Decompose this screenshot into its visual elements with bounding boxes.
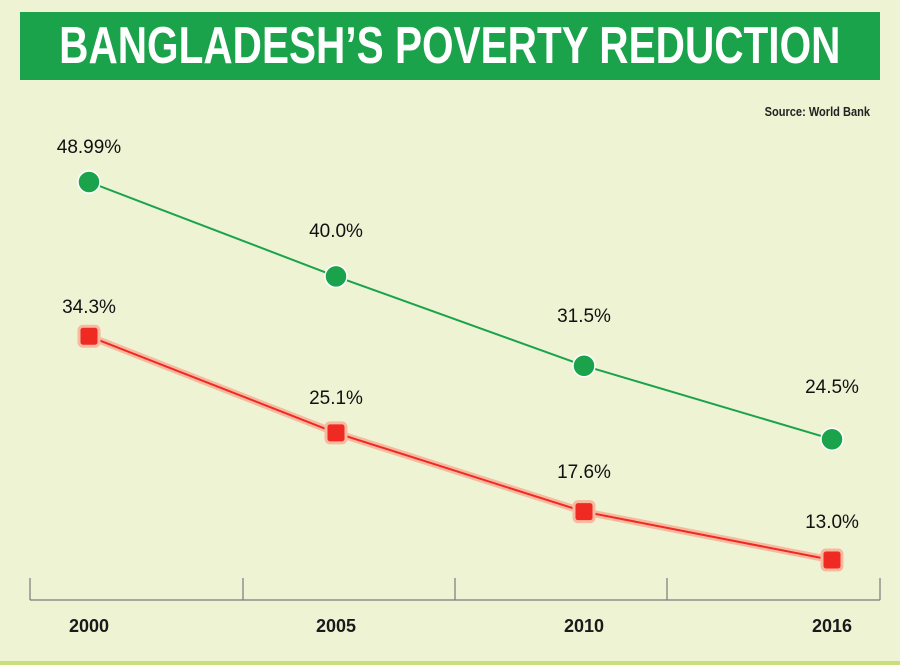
data-point-1-2016 [820, 427, 844, 451]
chart-title: BANGLADESH’S POVERTY REDUCTION [59, 17, 841, 75]
series-line-2 [88, 335, 833, 561]
data-label-1-2000: 48.99% [57, 137, 122, 158]
x-tick-label-2010: 2010 [564, 616, 604, 636]
banner-background [20, 12, 880, 80]
data-label-2-2016: 13.0% [805, 512, 859, 533]
series-line-1 [88, 181, 833, 441]
data-point-2-2005 [324, 421, 348, 445]
data-label-2-2005: 25.1% [309, 388, 363, 409]
x-tick-label-2000: 2000 [69, 616, 109, 636]
data-point-2-2016 [820, 548, 844, 572]
x-tick-label-2016: 2016 [812, 616, 852, 636]
bottom-rule [0, 661, 900, 665]
data-label-2-2000: 34.3% [62, 297, 116, 318]
data-point-2-2000 [77, 324, 101, 348]
data-point-2-2010 [572, 500, 596, 524]
source-note: Source: World Bank [764, 104, 870, 119]
x-tick-label-2005: 2005 [316, 616, 356, 636]
series-line-halo [87, 333, 833, 564]
data-point-1-2005 [324, 264, 348, 289]
data-label-1-2016: 24.5% [805, 377, 859, 398]
title-banner: BANGLADESH’S POVERTY REDUCTION [0, 12, 900, 80]
data-label-1-2005: 40.0% [309, 221, 363, 242]
data-label-1-2010: 31.5% [557, 306, 611, 327]
data-point-1-2000 [77, 170, 101, 194]
data-point-1-2010 [572, 353, 596, 378]
data-label-2-2010: 17.6% [557, 462, 611, 483]
